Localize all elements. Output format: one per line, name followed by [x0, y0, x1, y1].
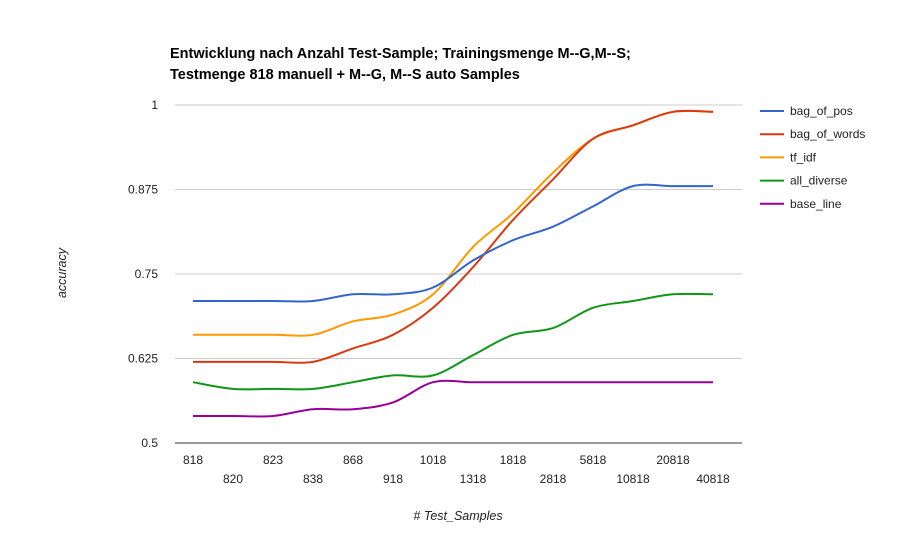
x-tick-label: 1818 — [500, 453, 527, 467]
x-tick-label: 40818 — [696, 472, 730, 486]
x-tick-label: 10818 — [616, 472, 650, 486]
x-tick-label: 2818 — [540, 472, 567, 486]
series-line-all-diverse — [192, 292, 714, 391]
y-tick-label: 0.625 — [128, 352, 158, 366]
y-tick-label: 0.5 — [141, 436, 158, 450]
y-tick-label: 0.75 — [135, 267, 159, 281]
y-axis-label: accuracy — [55, 247, 69, 298]
series-line-tf-idf — [193, 109, 714, 337]
y-tick-label: 1 — [151, 98, 158, 112]
series-line-bag-of-pos — [192, 183, 713, 303]
series-line-base-line — [192, 379, 713, 418]
chart-title-line: Testmenge 818 manuell + M--G, M--S auto … — [170, 67, 520, 83]
x-tick-label: 820 — [223, 472, 243, 486]
y-tick-label: 0.875 — [128, 183, 158, 197]
chart-title-line: Entwicklung nach Anzahl Test-Sample; Tra… — [170, 46, 631, 62]
x-tick-label: 838 — [303, 472, 323, 486]
y-axis-ticks: 0.5 0.625 0.75 0.875 1 — [128, 98, 158, 450]
x-tick-label: 20818 — [656, 453, 690, 467]
x-tick-label: 918 — [383, 472, 403, 486]
x-tick-label: 1318 — [460, 472, 487, 486]
legend-label: tf_idf — [790, 150, 817, 164]
x-tick-label: 823 — [263, 453, 283, 467]
x-tick-label: 5818 — [580, 453, 607, 467]
legend-label: base_line — [790, 197, 842, 211]
x-axis-ticks: 818 820 823 838 868 918 1018 1318 1818 2818 5818 10… — [183, 453, 730, 486]
legend: bag_of_pos bag_of_words tf_idf all_diverseb… — [760, 104, 865, 211]
legend-label: bag_of_pos — [790, 104, 853, 118]
series-line-bag-of-words — [193, 109, 714, 364]
x-tick-label: 818 — [183, 453, 203, 467]
x-axis-label: # Test_Samples — [413, 509, 502, 523]
x-tick-label: 868 — [343, 453, 363, 467]
series-lines — [192, 109, 714, 418]
x-tick-label: 1018 — [420, 453, 447, 467]
legend-label: all_diverse — [790, 174, 848, 188]
gridlines — [175, 104, 742, 444]
legend-label: bag_of_words — [790, 127, 865, 141]
chart-title: Entwicklung nach Anzahl Test-Sample; Tra… — [170, 46, 631, 83]
